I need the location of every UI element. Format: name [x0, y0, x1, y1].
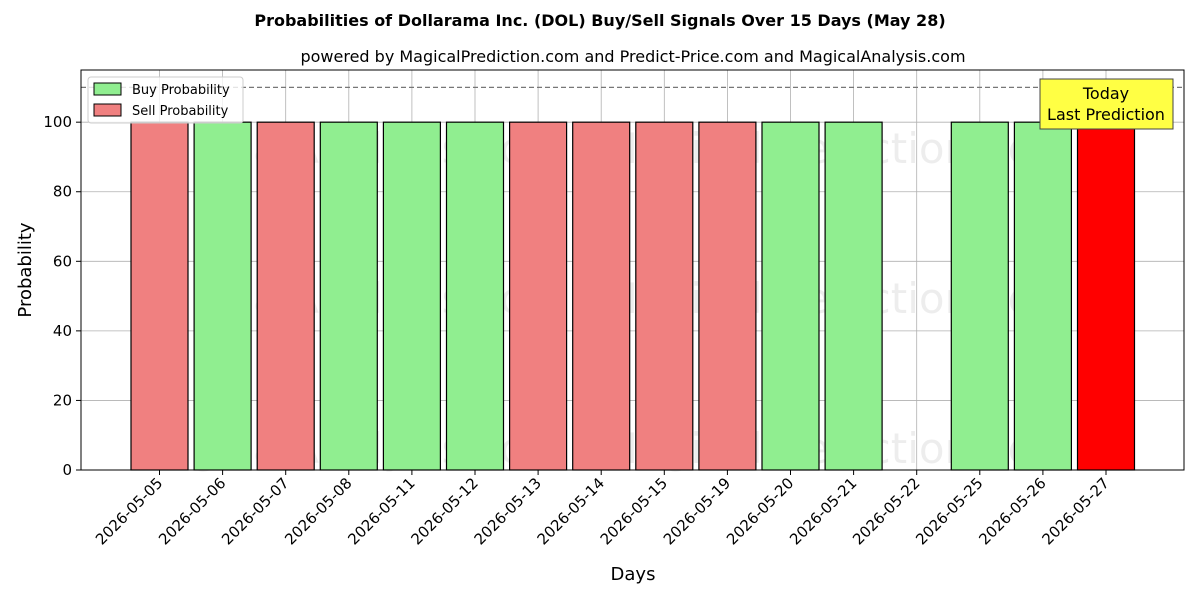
today-annotation-line1: Today [1082, 84, 1129, 103]
x-tick-label: 2026-05-06 [155, 474, 229, 548]
bar-buy-2026-05-20 [761, 121, 820, 471]
bar-sell-2026-05-14 [572, 121, 631, 471]
today-annotation: Today Last Prediction [1039, 78, 1174, 130]
y-axis: 0 20 40 60 80 100 [43, 113, 81, 479]
bar-sell-2026-05-15 [635, 121, 694, 471]
x-tick-label: 2026-05-21 [786, 474, 860, 548]
y-tick-label: 20 [53, 391, 72, 409]
chart-title: Probabilities of Dollarama Inc. (DOL) Bu… [254, 11, 945, 30]
y-tick-label: 60 [53, 252, 72, 270]
x-tick-label: 2026-05-11 [344, 474, 418, 548]
bar-sell-2026-05-19 [698, 121, 757, 471]
y-tick-label: 0 [62, 461, 72, 479]
x-tick-label: 2026-05-15 [597, 474, 671, 548]
x-tick-label: 2026-05-07 [218, 474, 292, 548]
x-tick-label: 2026-05-05 [92, 474, 166, 548]
bar-buy-2026-05-25 [950, 121, 1009, 471]
y-tick-label: 100 [43, 113, 72, 131]
x-tick-label: 2026-05-13 [471, 474, 545, 548]
y-tick-label: 40 [53, 322, 72, 340]
x-tick-label: 2026-05-14 [534, 474, 608, 548]
x-tick-label: 2026-05-20 [723, 474, 797, 548]
y-tick-label: 80 [53, 183, 72, 201]
bar-sell-2026-05-05 [130, 121, 189, 471]
x-tick-label: 2026-05-26 [975, 474, 1049, 548]
bar-buy-2026-05-06 [193, 121, 252, 471]
bar-layer [130, 121, 1136, 471]
bar-today-2026-05-27 [1076, 121, 1136, 471]
x-tick-label: 2026-05-19 [660, 474, 734, 548]
bar-buy-2026-05-12 [445, 121, 505, 471]
x-tick-label: 2026-05-22 [849, 474, 923, 548]
y-axis-label: Probability [15, 222, 36, 317]
legend-label-buy: Buy Probability [132, 83, 230, 98]
bar-sell-2026-05-13 [509, 121, 568, 471]
bar-sell-2026-05-07 [256, 121, 315, 471]
today-annotation-box [1039, 78, 1174, 130]
today-annotation-line2: Last Prediction [1047, 105, 1165, 124]
x-tick-label: 2026-05-08 [281, 474, 355, 548]
legend-box [87, 76, 244, 124]
plot-frame [80, 69, 1185, 471]
legend-swatch-buy [93, 82, 122, 96]
x-axis-label: Days [611, 564, 656, 585]
legend-swatch-sell [93, 103, 122, 117]
bar-buy-2026-05-21 [824, 121, 883, 471]
bar-buy-2026-05-26 [1013, 121, 1073, 471]
legend-label-sell: Sell Probability [132, 104, 229, 119]
bar-buy-2026-05-08 [319, 121, 378, 471]
bar-buy-2026-05-11 [382, 121, 441, 471]
x-tick-label: 2026-05-25 [912, 474, 986, 548]
x-tick-label: 2026-05-27 [1038, 474, 1112, 548]
chart-subtitle: powered by MagicalPrediction.com and Pre… [300, 47, 965, 66]
x-axis: 2026-05-052026-05-062026-05-072026-05-08… [92, 470, 1113, 548]
legend: Buy Probability Sell Probability [87, 76, 244, 124]
x-tick-label: 2026-05-12 [407, 474, 481, 548]
